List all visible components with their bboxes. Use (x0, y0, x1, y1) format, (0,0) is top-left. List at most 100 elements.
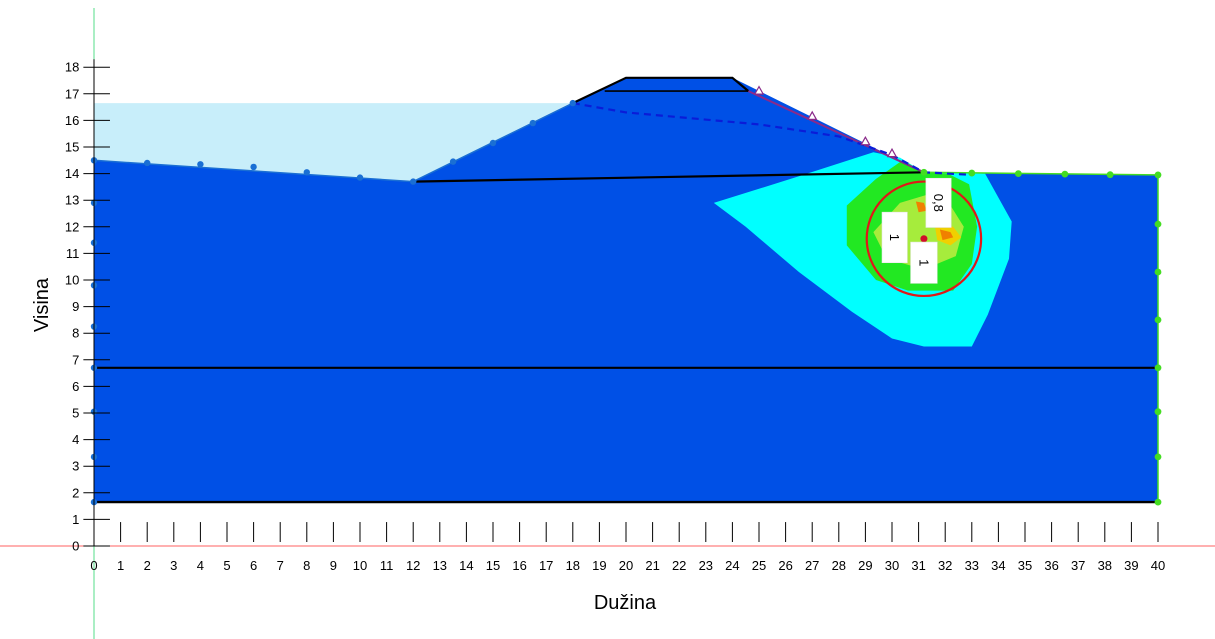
boundary-point-right-11 (1154, 453, 1162, 461)
x-tick-label: 5 (223, 558, 230, 573)
boundary-point-left-10 (569, 99, 576, 107)
x-tick-label: 25 (752, 558, 766, 573)
x-tick-label: 10 (353, 558, 367, 573)
slip-circle-center (920, 235, 928, 243)
boundary-point-left-6 (410, 178, 417, 185)
boundary-point-right-4 (1106, 171, 1114, 179)
y-tick-label: 0 (72, 539, 79, 554)
x-tick-label: 33 (965, 558, 979, 573)
x-tick-label: 8 (303, 558, 310, 573)
slope-marker-triangle-2 (860, 135, 871, 146)
y-tick-label: 14 (65, 166, 79, 181)
x-tick-label: 18 (566, 558, 580, 573)
contour-label-box (910, 241, 938, 284)
y-tick-label: 16 (65, 113, 79, 128)
contour-label-text: 1 (916, 259, 931, 266)
y-tick-label: 8 (72, 326, 79, 341)
x-tick-label: 24 (725, 558, 739, 573)
x-tick-label: 39 (1124, 558, 1138, 573)
y-tick-label: 5 (72, 406, 79, 421)
boundary-point-left-9 (529, 119, 537, 127)
y-tick-label: 17 (65, 86, 79, 101)
downstream-ground-outline (923, 171, 1159, 176)
x-tick-label: 9 (330, 558, 337, 573)
contour-label-1: 1 (881, 211, 908, 264)
contour-label-text: 0,8 (931, 194, 946, 212)
x-tick-label: 19 (592, 558, 606, 573)
y-tick-label: 9 (72, 299, 79, 314)
y-tick-label: 11 (66, 246, 80, 261)
x-tick-label: 2 (144, 558, 151, 573)
x-tick-label: 0 (90, 558, 97, 573)
boundary-point-left-5 (356, 174, 364, 181)
y-tick-label: 4 (72, 432, 79, 447)
x-tick-label: 3 (170, 558, 177, 573)
dam-crest-outline (572, 76, 750, 105)
x-tick-label: 35 (1018, 558, 1032, 573)
boundary-point-right-7 (1154, 268, 1162, 276)
layer-boundary-core (413, 171, 924, 183)
x-tick-label: 14 (459, 558, 473, 573)
x-tick-label: 21 (645, 558, 659, 573)
boundary-point-right-2 (1014, 170, 1022, 178)
boundary-point-right-5 (1154, 171, 1162, 179)
x-tick-label: 7 (277, 558, 284, 573)
boundary-point-left-8 (489, 139, 497, 147)
contour-label-box (925, 177, 952, 228)
y-tick-label: 3 (72, 459, 79, 474)
x-tick-label: 40 (1151, 558, 1165, 573)
boundary-point-right-8 (1154, 316, 1162, 324)
geometry-layer: 110,8 (90, 76, 1162, 506)
boundary-point-right-6 (1154, 220, 1162, 228)
boundary-point-right-12 (1154, 498, 1162, 506)
y-tick-label: 6 (72, 379, 79, 394)
x-axis-title: Dužina (594, 592, 657, 614)
x-tick-label: 36 (1044, 558, 1058, 573)
x-tick-label: 32 (938, 558, 952, 573)
boundary-point-left-4 (303, 169, 310, 176)
contour-label-text: 1 (887, 234, 902, 241)
x-tick-label: 38 (1098, 558, 1112, 573)
boundary-point-left-2 (197, 161, 204, 168)
x-tick-label: 15 (486, 558, 500, 573)
y-tick-label: 15 (65, 140, 79, 155)
slope-marker-triangle-3 (886, 147, 898, 158)
y-tick-label: 12 (65, 219, 79, 234)
slope-marker-triangle-1 (806, 110, 818, 121)
x-tick-label: 12 (406, 558, 420, 573)
x-tick-label: 34 (991, 558, 1005, 573)
critical-slip-circle (865, 180, 983, 298)
x-tick-label: 13 (433, 558, 447, 573)
x-tick-label: 20 (619, 558, 633, 573)
y-tick-label: 2 (72, 485, 79, 500)
boundary-point-right-0 (920, 168, 928, 176)
contour-label-2: 1 (910, 241, 938, 284)
boundary-point-right-10 (1154, 408, 1162, 416)
y-tick-label: 13 (65, 193, 79, 208)
contour-region-orange-2 (915, 201, 927, 213)
boundary-point-left-7 (449, 158, 457, 165)
x-tick-label: 1 (117, 558, 124, 573)
slope-marker-triangle-0 (753, 85, 765, 95)
x-tick-label: 31 (911, 558, 925, 573)
x-tick-label: 4 (197, 558, 204, 573)
x-tick-label: 27 (805, 558, 819, 573)
x-tick-label: 28 (832, 558, 846, 573)
contour-region-orange (939, 229, 954, 241)
boundary-point-left-1 (144, 159, 151, 167)
y-axis-title: Visina (31, 277, 53, 332)
axes-layer: 0 1 2 3 4 5 6 7 8 9 10 11 12 13 14 15 16 17 18 19 20 21 22 23 24… (0, 8, 1215, 639)
x-tick-label: 29 (858, 558, 872, 573)
x-tick-label: 11 (380, 558, 394, 573)
contour-label-box (881, 211, 908, 264)
y-tick-label: 7 (72, 352, 79, 367)
y-tick-label: 18 (65, 60, 79, 75)
y-tick-label: 10 (65, 273, 79, 288)
contour-label-3: 0,8 (925, 177, 952, 228)
x-tick-label: 16 (512, 558, 526, 573)
x-tick-label: 30 (885, 558, 899, 573)
x-tick-label: 17 (539, 558, 553, 573)
boundary-point-left-3 (250, 163, 257, 171)
boundary-point-right-3 (1061, 170, 1069, 178)
